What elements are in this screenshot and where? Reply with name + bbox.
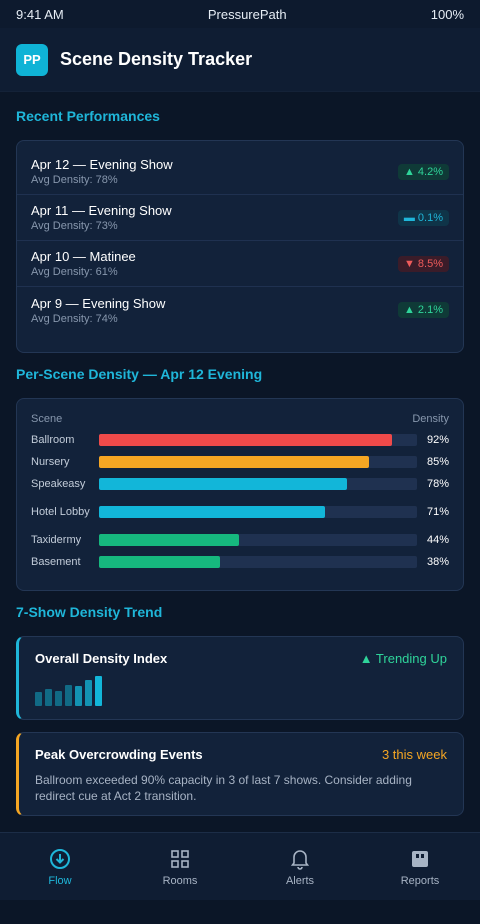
performance-info: Apr 11 — Evening Show Avg Density: 73% <box>31 203 172 232</box>
sparkline-bar <box>45 689 52 706</box>
sparkline-bar <box>75 686 82 706</box>
performance-avg-density: Avg Density: 73% <box>31 220 118 232</box>
app-header: PP Scene Density Tracker <box>0 28 480 92</box>
nav-label: Rooms <box>162 874 198 887</box>
density-column-header: Density <box>412 413 449 425</box>
overcrowding-card[interactable]: Peak Overcrowding Events 3 this week Bal… <box>16 732 464 816</box>
flow-icon <box>49 847 71 871</box>
scene-density-row[interactable]: Basement 38% <box>17 551 463 573</box>
density-bar-track <box>99 556 417 568</box>
trending-status: ▲ Trending Up <box>359 651 447 666</box>
performance-info: Apr 10 — Matinee Avg Density: 61% <box>31 249 136 278</box>
density-bar-track <box>99 456 417 468</box>
density-bar-fill <box>99 506 325 518</box>
performance-title: Apr 11 — Evening Show <box>31 203 172 218</box>
performance-avg-density: Avg Density: 74% <box>31 312 118 325</box>
density-header: Scene Density <box>17 413 463 425</box>
performance-change-badge: ▲ 2.1% <box>397 302 449 318</box>
scene-density-row[interactable]: Nursery 85% <box>17 451 463 473</box>
performance-info: Apr 12 — Evening Show Avg Density: 78% <box>31 157 173 186</box>
per-scene-card: Scene Density Ballroom 92% Nursery 85% Speak… <box>16 398 464 591</box>
overcrowding-count: 3 this week <box>381 747 447 762</box>
sparkline-bar <box>85 680 92 706</box>
status-bar: 9:41 AM PressurePath 100% <box>0 0 480 28</box>
per-scene-title: Per-Scene Density — Apr 12 Evening <box>16 366 263 382</box>
performance-change-badge: ▲ 4.2% <box>397 163 449 180</box>
performance-change-badge: ▼ 8.5% <box>397 255 449 272</box>
scene-name: Speakeasy <box>31 477 86 490</box>
density-value: 38% <box>426 556 449 568</box>
sparkline-bar <box>55 691 62 706</box>
performance-change-badge: ▬ 0.1% <box>397 209 449 226</box>
density-index-title: Overall Density Index <box>35 651 168 666</box>
performance-row[interactable]: Apr 10 — Matinee Avg Density: 61% ▼ 8.5% <box>17 241 463 287</box>
density-bar-track <box>99 478 417 490</box>
density-value: 71% <box>426 506 449 518</box>
performance-row[interactable]: Apr 9 — Evening Show Avg Density: 74% ▲ 2.… <box>17 287 463 333</box>
performance-avg-density: Avg Density: 78% <box>31 174 118 186</box>
performance-avg-density: Avg Density: 61% <box>31 266 118 278</box>
performance-list: Apr 12 — Evening Show Avg Density: 78% ▲ 4… <box>17 149 463 333</box>
density-bar-fill <box>99 534 239 546</box>
density-bar-track <box>99 434 417 446</box>
density-bar-track <box>99 506 417 518</box>
density-bar-fill <box>99 456 370 468</box>
density-bar-fill <box>99 556 220 568</box>
density-sparkline <box>35 676 447 706</box>
scene-name: Nursery <box>31 455 70 468</box>
sparkline-bar <box>65 685 72 706</box>
scene-name: Hotel Lobby <box>31 505 90 518</box>
scene-name: Basement <box>31 555 81 568</box>
app-logo: PP <box>16 43 48 76</box>
density-bar-track <box>99 534 417 546</box>
nav-item-flow[interactable]: Flow <box>0 833 120 900</box>
recent-performances-card: Apr 12 — Evening Show Avg Density: 78% ▲ 4… <box>16 140 464 353</box>
status-battery: 100% <box>430 6 464 22</box>
density-bar-fill <box>99 478 348 490</box>
scene-density-row[interactable]: Hotel Lobby 71% <box>17 495 463 529</box>
overcrowding-title: Peak Overcrowding Events <box>35 747 203 762</box>
performance-info: Apr 9 — Evening Show Avg Density: 74% <box>31 296 165 325</box>
sparkline-bar <box>35 692 42 706</box>
recent-performances-title: Recent Performances <box>16 108 160 124</box>
grid-icon <box>170 847 190 871</box>
nav-item-rooms[interactable]: Rooms <box>120 833 240 900</box>
bell-icon <box>290 847 310 871</box>
bottom-nav: Flow Rooms Alerts Reports <box>0 832 480 900</box>
scene-column-header: Scene <box>31 413 63 425</box>
nav-label: Flow <box>48 874 72 887</box>
status-time: 9:41 AM <box>16 6 64 22</box>
nav-label: Reports <box>400 874 440 887</box>
density-value: 44% <box>426 534 449 546</box>
page-title: Scene Density Tracker <box>60 49 253 69</box>
density-bar-list: Ballroom 92% Nursery 85% Speakeasy 78% Hotel L… <box>17 429 463 573</box>
density-value: 85% <box>426 456 449 468</box>
scene-name: Ballroom <box>31 433 75 446</box>
scene-name: Taxidermy <box>31 533 82 546</box>
sparkline-bar <box>95 676 102 706</box>
trend-title: 7-Show Density Trend <box>16 604 163 620</box>
scene-density-row[interactable]: Speakeasy 78% <box>17 473 463 495</box>
performance-title: Apr 12 — Evening Show <box>31 157 173 172</box>
performance-row[interactable]: Apr 11 — Evening Show Avg Density: 73% ▬ 0… <box>17 195 463 241</box>
scene-density-row[interactable]: Taxidermy 44% <box>17 529 463 551</box>
performance-row[interactable]: Apr 12 — Evening Show Avg Density: 78% ▲ 4… <box>17 149 463 195</box>
density-bar-fill <box>99 434 392 446</box>
scene-density-row[interactable]: Ballroom 92% <box>17 429 463 451</box>
nav-item-reports[interactable]: Reports <box>360 833 480 900</box>
density-value: 92% <box>426 434 449 446</box>
home-indicator-area <box>0 900 480 924</box>
density-value: 78% <box>426 478 449 490</box>
overcrowding-description: Ballroom exceeded 90% capacity in 3 of l… <box>35 773 412 803</box>
status-carrier: PressurePath <box>207 6 287 22</box>
performance-title: Apr 9 — Evening Show <box>31 295 166 311</box>
density-index-card[interactable]: Overall Density Index ▲ Trending Up <box>16 636 464 720</box>
nav-label: Alerts <box>285 874 315 887</box>
nav-item-alerts[interactable]: Alerts <box>240 833 360 900</box>
performance-title: Apr 10 — Matinee <box>31 249 136 264</box>
report-icon <box>410 847 430 871</box>
